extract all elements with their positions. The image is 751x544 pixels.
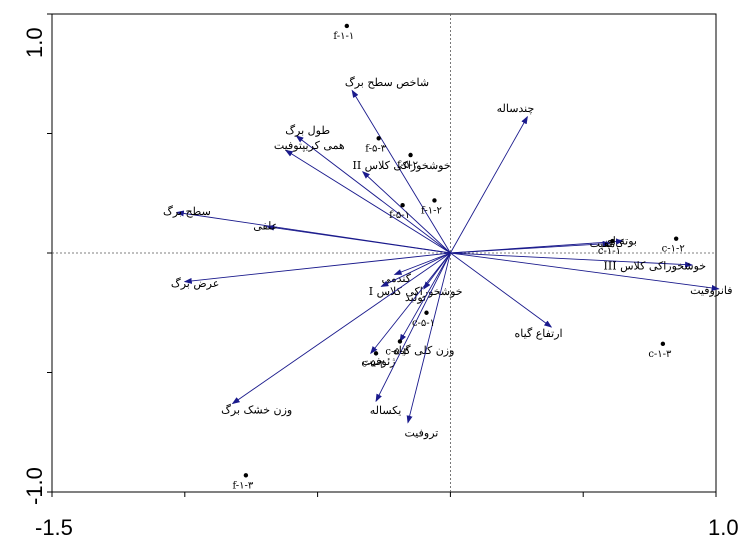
site-label: f-۵-۲: [397, 160, 418, 171]
variable-arrow: [450, 252, 694, 268]
site-point: [243, 473, 249, 478]
variable-arrow: [295, 135, 451, 254]
site-label: f-۵-۳: [365, 143, 386, 154]
site-label: c-۵-۲: [361, 358, 384, 369]
variable-label: ژئوفیت: [362, 355, 395, 368]
site-point: [673, 236, 679, 241]
site-label: c-۱-۱: [598, 246, 621, 257]
variable-arrow: [399, 252, 451, 343]
site-label: f-۱-۳: [232, 480, 253, 491]
site-point: [432, 198, 437, 203]
variable-label: وزن خشک برگ: [221, 403, 292, 416]
variable-arrow: [450, 252, 720, 291]
site-point: [408, 152, 413, 158]
variable-label: ارتفاع گیاه: [515, 327, 563, 340]
site-points: f-۱-۱ f-۵-۳ f-۵-۲ f-۵-۱ f-۱-۲ c-۱-۱ c-۱-۲ c-۱-۳…: [232, 23, 685, 491]
variable-label: طول برگ: [285, 124, 330, 137]
variable-label: خوشخوراکی کلاس II: [352, 159, 450, 172]
site-label: f-۵-۱: [389, 210, 410, 221]
variable-label: همی کریپتوفیت: [274, 139, 345, 152]
variable-arrow: [362, 171, 451, 254]
variable-label: وزن کلی گیاه: [393, 344, 454, 357]
variable-arrow: [284, 149, 451, 254]
site-point: [373, 351, 379, 356]
axis-ticks: [47, 13, 717, 497]
site-point: [610, 238, 615, 244]
variable-arrow: [375, 252, 451, 403]
variable-label: عرض برگ: [171, 277, 219, 290]
y-tick-label-min: -1.0: [22, 467, 47, 505]
variable-label: شاخص سطح برگ: [345, 76, 429, 89]
variable-arrow: [393, 252, 451, 275]
site-label: c-۱-۲: [662, 244, 685, 255]
variable-arrow: [351, 89, 451, 254]
site-point: [660, 341, 666, 347]
variable-arrow: [406, 252, 451, 424]
site-label: f-۱-۲: [421, 205, 442, 216]
site-point: [397, 339, 403, 344]
variable-label: خوشخوراکی کلاس III: [604, 259, 707, 272]
site-label: c-۱-۳: [648, 349, 672, 360]
variable-label: سطح برگ: [163, 205, 211, 218]
site-label: c-۵-۱: [412, 318, 435, 329]
x-tick-label-max: 1.0: [708, 515, 739, 540]
variable-arrow: [450, 115, 528, 254]
variable-arrow: [450, 238, 625, 254]
variable-arrow: [450, 252, 553, 328]
variable-label: یکساله: [370, 404, 402, 417]
variable-arrow: [175, 210, 451, 254]
variable-label: تروفیت: [405, 426, 439, 439]
variable-arrows: چندساله شاخص سطح برگ طول برگ همی کریپتوفیت خ…: [163, 76, 733, 439]
site-label: f-۱-۱: [333, 31, 354, 42]
variable-label: فانروفیت: [690, 284, 732, 297]
site-point: [376, 136, 381, 141]
site-point: [344, 23, 350, 29]
site-label: c-۵-۳: [385, 346, 409, 357]
variable-label: کامفیت: [590, 237, 625, 250]
variable-label: چندساله: [497, 102, 535, 115]
site-point: [400, 203, 405, 208]
x-tick-label-min: -1.5: [35, 515, 73, 540]
site-point: [424, 310, 429, 315]
variable-arrow: [231, 252, 451, 405]
variable-arrow: [183, 252, 451, 284]
y-tick-label-max: 1.0: [22, 27, 47, 58]
variable-arrow: [380, 252, 451, 287]
variable-label: خوشخوراکی کلاس I: [369, 285, 463, 298]
variable-label: بوته ای: [604, 234, 637, 247]
variable-arrow: [370, 252, 451, 355]
